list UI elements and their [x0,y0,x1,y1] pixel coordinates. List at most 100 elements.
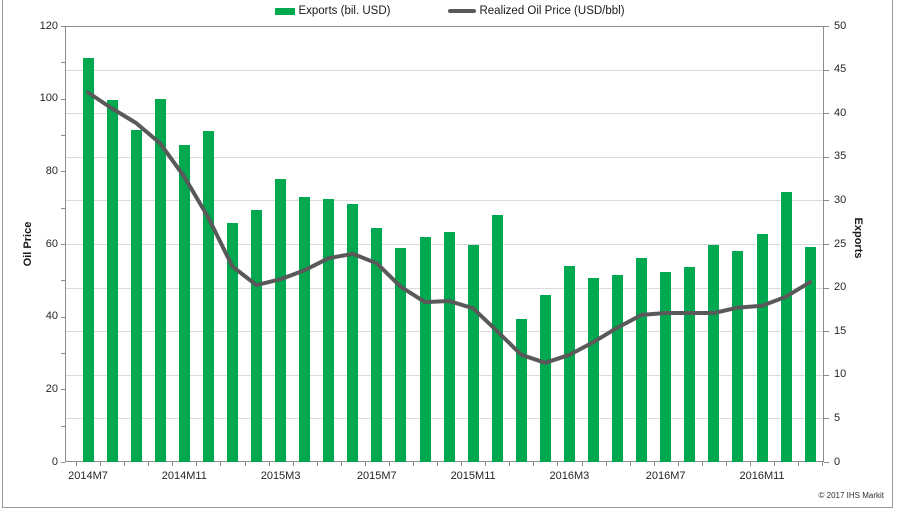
legend-item-oil-price: Realized Oil Price (USD/bbl) [448,5,625,17]
bar-exports [275,178,287,462]
y-axis-label-right: 45 [834,63,847,76]
y-axis-tick-right [824,156,829,158]
y-axis-label-right: 30 [834,193,847,206]
y-axis-label-right: 35 [834,150,847,163]
x-axis-tick [629,462,631,466]
x-axis-tick [605,462,607,466]
y-axis-label-left: 100 [39,92,58,105]
y-axis-tick-left [61,280,65,282]
x-axis-tick [76,462,77,466]
x-axis-tick [340,462,342,466]
x-axis-tick [509,462,511,466]
y-axis-tick-left [61,171,65,173]
x-axis-tick [750,462,751,466]
x-axis-label: 2015M11 [450,470,496,482]
bar-exports [178,144,190,462]
y-axis-tick-left [61,353,65,354]
y-axis-label-right: 50 [834,19,847,32]
x-axis-tick [653,462,655,466]
x-axis-tick [413,462,414,466]
y-axis-tick-right [824,26,829,27]
y-axis-tick-left [61,98,65,100]
bar-exports [106,100,118,462]
x-axis-tick [533,462,535,466]
bar-exports [395,247,407,462]
right-axis-title: Exports [852,217,864,259]
x-axis-tick [798,462,800,466]
bar-exports [226,223,238,462]
y-axis-tick-left [61,244,65,245]
x-axis-tick [701,462,703,466]
bar-exports [780,191,792,462]
y-axis-tick-right [824,418,829,420]
x-axis-tick [148,462,150,466]
bar-exports [347,203,359,462]
x-axis-tick [124,462,126,466]
x-axis-tick [822,462,824,466]
y-axis-tick-left [61,389,65,391]
y-axis-tick-right [824,331,829,333]
bar-exports [82,58,94,462]
legend-label-exports: Exports (bil. USD) [298,5,391,17]
y-axis-label-left: 20 [45,382,58,395]
y-axis-label-right: 5 [834,411,841,424]
bar-exports [323,198,335,462]
copyright-text: © 2017 IHS Markit [818,491,884,500]
x-axis-tick [677,462,679,466]
y-axis-tick-left [61,462,65,463]
x-axis-label: 2016M7 [645,470,686,482]
x-axis-tick [268,462,270,466]
exports-bar-swatch-icon [275,7,296,15]
x-axis-tick [220,462,222,466]
y-axis-tick-left [61,316,65,318]
bar-exports [154,99,166,462]
chart-legend: Exports (bil. USD) Realized Oil Price (U… [0,3,900,19]
y-axis-label-left: 40 [45,310,58,323]
y-axis-tick-left [61,207,65,209]
y-axis-label-left: 60 [45,237,58,250]
bar-exports [563,265,575,462]
bar-exports [804,246,816,462]
left-axis-title: Oil Price [22,221,34,267]
bar-exports [130,129,142,462]
bar-exports [539,294,551,462]
y-axis-label-right: 10 [834,368,847,381]
legend-label-oil-price: Realized Oil Price (USD/bbl) [479,5,625,17]
y-axis-label-right: 25 [834,237,847,250]
x-axis-tick [485,462,487,466]
bar-exports [443,231,455,462]
x-axis-tick [437,462,439,466]
bar-exports [202,130,214,462]
y-axis-tick-right [824,287,829,289]
x-axis-label: 2015M7 [356,470,397,482]
y-axis-tick-left [61,425,65,427]
x-axis-tick [461,462,463,466]
y-axis-label-right: 0 [834,455,841,468]
bar-exports [660,271,672,462]
y-axis-tick-right [824,200,829,202]
x-axis-label: 2014M7 [68,470,108,482]
x-axis-tick [172,462,174,466]
bar-exports [299,196,311,462]
x-axis-label: 2014M11 [161,470,207,482]
x-axis-tick [364,462,366,466]
y-axis-label-left: 0 [51,455,58,468]
x-axis-tick [581,462,583,466]
bar-exports [636,258,648,462]
bar-exports [732,251,744,462]
bar-exports [491,215,503,462]
y-axis-tick-left [61,135,65,136]
x-axis-tick [196,462,198,466]
oil-price-line-swatch-icon [448,9,477,13]
x-axis-label: 2016M3 [549,470,590,482]
y-axis-tick-left [61,62,65,64]
y-axis-label-right: 20 [834,281,847,294]
x-axis-label: 2015M3 [260,470,301,482]
x-axis-tick [557,462,559,466]
y-axis-label-right: 15 [834,324,847,337]
bar-exports [588,278,599,462]
y-axis-tick-right [824,69,829,71]
